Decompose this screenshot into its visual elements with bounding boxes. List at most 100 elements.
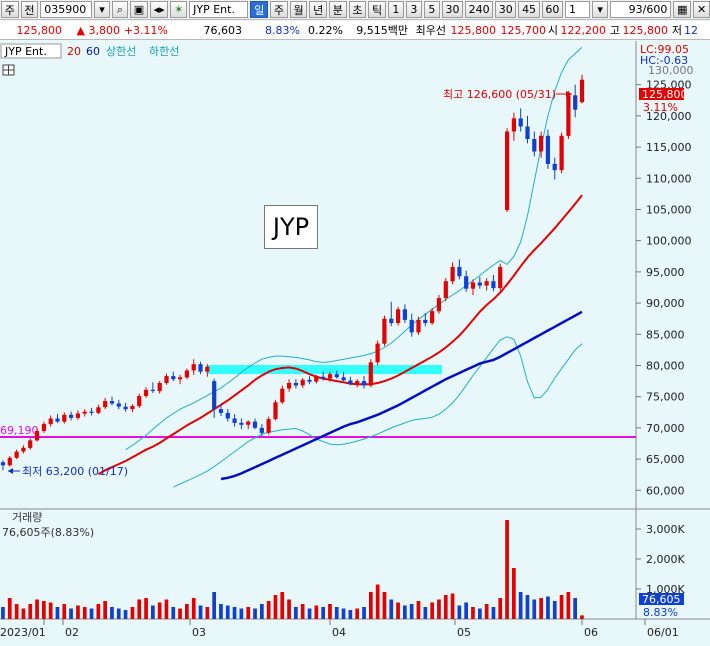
candle-body <box>511 118 516 132</box>
settings-icon[interactable]: ◂▸ <box>149 1 169 18</box>
volume-bar <box>437 599 441 619</box>
candle-body <box>525 126 530 139</box>
candle-body <box>287 383 292 389</box>
price-tick-label: 100,000 <box>646 235 692 248</box>
hc-label: HC:-0.63 <box>640 54 688 67</box>
lc-label: LC:99.05 <box>640 43 689 56</box>
interval-5[interactable]: 5 <box>423 1 440 18</box>
page-count-field[interactable]: 93/600 <box>610 1 672 18</box>
watermark-label: JYP <box>264 205 318 249</box>
date-tick-label: 06/01 <box>647 626 679 639</box>
volume-bar <box>171 607 176 619</box>
period-second[interactable]: 초 <box>348 1 367 18</box>
volume-bar <box>512 568 516 619</box>
volume-bar <box>478 608 482 619</box>
interval-30b[interactable]: 30 <box>495 1 517 18</box>
price-chart[interactable]: JYP Ent. 20 60 상한선 하한선 LC:99.05 HC:-0.63… <box>0 41 710 643</box>
volume-bar <box>518 592 523 619</box>
volume-bar <box>491 607 496 619</box>
interval-45[interactable]: 45 <box>518 1 540 18</box>
candle-body <box>443 281 448 298</box>
volume-bar <box>532 599 537 619</box>
volume-bar <box>246 607 251 619</box>
volume-value-label: 76,605주(8.83%) <box>2 526 94 539</box>
candle-body <box>498 266 503 289</box>
candle-body <box>178 377 183 380</box>
jeon-button[interactable]: 전 <box>20 1 39 18</box>
candle-body <box>416 319 421 333</box>
candle-body <box>212 381 217 410</box>
candle-body <box>552 163 557 171</box>
candle-body <box>89 411 94 413</box>
volume-bar <box>157 602 162 619</box>
volume-bar <box>1 607 5 619</box>
market-select[interactable]: 주 <box>1 1 19 18</box>
count-chevron-icon[interactable]: ▾ <box>592 1 609 18</box>
price-tick-label: 95,000 <box>646 266 685 279</box>
volume-bar <box>348 610 353 619</box>
period-year[interactable]: 년 <box>309 1 327 18</box>
chevron-down-icon[interactable]: ▾ <box>93 1 110 18</box>
volume-bar <box>62 604 67 619</box>
ma20-line <box>97 194 583 475</box>
best-label: 최우선 <box>415 24 446 37</box>
candle-body <box>157 383 162 392</box>
volume-bar <box>505 520 509 619</box>
volume-bar <box>396 602 400 619</box>
stock-code-input[interactable]: 035900 <box>40 1 92 18</box>
price-tick-label: 85,000 <box>646 328 685 341</box>
upper-band-line <box>125 46 583 451</box>
period-tick[interactable]: 틱 <box>368 1 386 18</box>
candle-body <box>293 383 298 386</box>
volume-bar <box>471 607 475 619</box>
price-change: ▲ 3,800 <box>76 23 120 37</box>
star-icon[interactable]: ✶ <box>170 1 188 18</box>
volume-tick-label: 2,000K <box>646 553 685 566</box>
candle-body <box>409 319 414 333</box>
volume-bar <box>266 601 271 619</box>
volume-bar <box>96 604 101 619</box>
candle-body <box>430 311 435 324</box>
interval-1[interactable]: 1 <box>387 1 404 18</box>
interval-30[interactable]: 30 <box>441 1 464 18</box>
grid-toggle-icon[interactable] <box>2 64 15 76</box>
volume-bar <box>280 592 285 619</box>
period-minute[interactable]: 분 <box>328 1 347 18</box>
volume-bar <box>225 605 230 619</box>
candle-body <box>327 374 333 379</box>
count-select[interactable]: 1 <box>565 1 591 18</box>
volume-bar <box>355 608 359 619</box>
candle-body <box>69 414 74 418</box>
chart-area[interactable]: JYP Ent. 20 60 상한선 하한선 LC:99.05 HC:-0.63… <box>0 41 710 643</box>
volume-bar <box>362 607 366 619</box>
stock-name-field[interactable]: JYP Ent. <box>189 1 249 18</box>
volume-bar <box>110 607 114 619</box>
period-month[interactable]: 월 <box>289 1 308 18</box>
volume-bar <box>191 598 196 619</box>
volume-bar <box>253 608 257 619</box>
grid-icon[interactable]: ▦ <box>673 1 692 18</box>
interval-3[interactable]: 3 <box>405 1 422 18</box>
search-icon[interactable]: ⌕ <box>111 1 128 18</box>
interval-240[interactable]: 240 <box>465 1 494 18</box>
candle-body <box>7 457 12 466</box>
volume-bar <box>69 608 73 619</box>
candle-body <box>491 281 496 289</box>
interval-60[interactable]: 60 <box>541 1 564 18</box>
volume-bar <box>137 599 142 619</box>
period-day[interactable]: 일 <box>250 1 269 18</box>
period-week[interactable]: 주 <box>270 1 288 18</box>
low-label: 저 <box>671 24 682 37</box>
volume-bar <box>151 605 155 619</box>
volume-bar <box>300 604 305 619</box>
open-price: 122,200 <box>560 23 607 37</box>
volume-bar <box>82 607 87 619</box>
volume-title: 거래량 <box>12 511 42 524</box>
close-icon[interactable]: ✕ <box>693 1 710 18</box>
candle-body <box>137 396 142 407</box>
volume-bar <box>403 605 407 619</box>
volume-bar <box>48 602 53 619</box>
lock-icon[interactable]: ▣ <box>129 1 148 18</box>
volume-bar <box>498 598 503 619</box>
volume-bar <box>144 598 148 619</box>
